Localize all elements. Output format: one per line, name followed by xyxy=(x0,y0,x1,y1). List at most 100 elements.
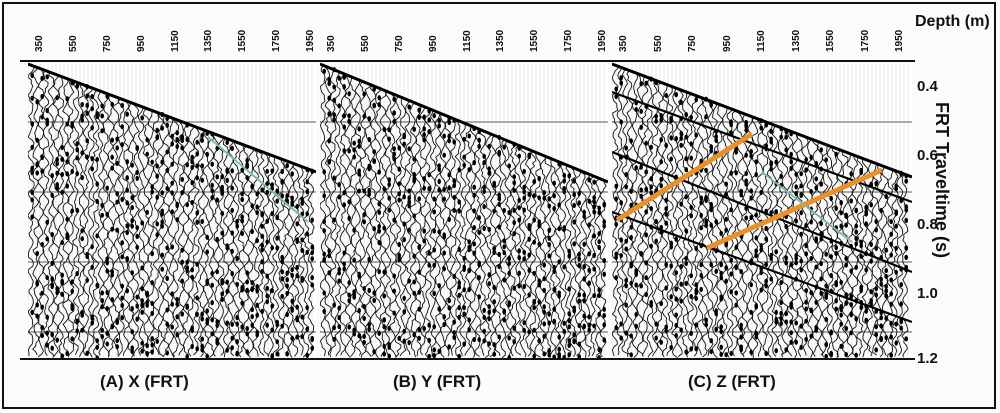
trace-peak xyxy=(372,149,376,155)
trace-peak xyxy=(290,171,295,177)
trace-peak xyxy=(300,333,305,340)
seismic-trace xyxy=(292,164,300,357)
trace-peak xyxy=(110,137,114,143)
trace-peak xyxy=(844,292,848,298)
trace-peak xyxy=(492,308,496,314)
trace-peak xyxy=(567,352,571,358)
trace-peak xyxy=(135,175,139,182)
trace-peak xyxy=(709,348,713,355)
trace-peak xyxy=(769,128,773,134)
trace-peak xyxy=(799,171,803,177)
trace-peak xyxy=(694,282,698,288)
trace-peak xyxy=(804,306,808,312)
trace-peak xyxy=(235,255,239,262)
depth-tick-750: 750 xyxy=(393,35,405,52)
trace-peak xyxy=(362,303,366,310)
trace-peak xyxy=(105,185,109,191)
trace-peak xyxy=(337,103,341,109)
trace-peak xyxy=(869,258,873,264)
trace-peak xyxy=(195,261,199,267)
trace-peak xyxy=(160,219,164,225)
trace-peak xyxy=(90,264,94,270)
depth-tick-1150: 1150 xyxy=(461,30,473,52)
trace-peak xyxy=(814,264,818,270)
highlighted-event xyxy=(705,167,884,251)
trace-peak xyxy=(357,188,361,194)
trace-peak xyxy=(874,227,878,233)
trace-peak xyxy=(472,184,476,190)
trace-peak xyxy=(839,304,843,310)
trace-peak xyxy=(754,304,758,310)
trace-peak xyxy=(669,244,673,250)
trace-peak xyxy=(507,255,511,262)
trace-peak xyxy=(40,241,44,248)
trace-peak xyxy=(644,209,648,215)
trace-peak xyxy=(547,242,551,248)
trace-peak xyxy=(130,329,134,335)
trace-peak xyxy=(819,181,823,187)
trace-peak xyxy=(864,267,868,273)
trace-peak xyxy=(487,309,491,315)
trace-peak xyxy=(567,311,571,317)
first-break xyxy=(28,62,316,174)
trace-peak xyxy=(417,269,421,275)
trace-peak xyxy=(442,250,446,256)
time-tick-0-4: 0.4 xyxy=(917,78,938,95)
trace-peak xyxy=(285,270,290,276)
trace-peak xyxy=(337,278,341,284)
trace-peak xyxy=(270,288,274,294)
seismic-trace xyxy=(117,98,125,358)
trace-peak xyxy=(477,260,481,266)
trace-peak xyxy=(602,337,606,343)
trace-peak xyxy=(322,251,326,257)
trace-peak xyxy=(889,352,893,358)
trace-peak xyxy=(95,338,99,344)
trace-peak xyxy=(290,272,295,278)
trace-peak xyxy=(300,200,305,206)
trace-peak xyxy=(577,256,581,262)
trace-peak xyxy=(310,250,315,256)
trace-peak xyxy=(50,332,54,338)
trace-peak xyxy=(115,317,119,324)
trace-peak xyxy=(452,207,456,214)
trace-peak xyxy=(85,138,89,144)
trace-peak xyxy=(639,187,643,193)
trace-peak xyxy=(377,209,381,215)
trace-peak xyxy=(597,347,601,353)
trace-peak xyxy=(155,221,159,227)
trace-peak xyxy=(794,171,798,177)
bottom-rule xyxy=(20,358,915,360)
trace-peak xyxy=(392,146,396,152)
trace-peak xyxy=(150,189,154,195)
trace-peak xyxy=(30,95,34,101)
depth-tick-1950: 1950 xyxy=(305,29,316,52)
trace-peak xyxy=(447,298,451,304)
trace-peak xyxy=(522,327,526,333)
trace-peak xyxy=(342,266,346,272)
trace-peak xyxy=(65,151,69,157)
trace-peak xyxy=(592,323,596,329)
trace-peak xyxy=(407,188,411,194)
trace-peak xyxy=(200,177,204,183)
trace-peak xyxy=(839,200,843,206)
trace-peak xyxy=(352,140,356,146)
trace-peak xyxy=(527,329,531,335)
trace-peak xyxy=(165,321,169,327)
trace-peak xyxy=(205,249,209,255)
trace-peak xyxy=(140,298,144,304)
trace-peak xyxy=(684,166,688,173)
trace-peak xyxy=(160,190,164,196)
trace-peak xyxy=(624,246,628,252)
trace-peak xyxy=(322,169,326,175)
trace-peak xyxy=(70,168,74,175)
trace-peak xyxy=(899,301,903,307)
trace-peak xyxy=(432,262,436,268)
trace-peak xyxy=(884,247,888,253)
trace-peak xyxy=(240,218,244,224)
trace-peak xyxy=(35,161,39,167)
trace-peak xyxy=(392,151,396,157)
trace-peak xyxy=(285,277,290,283)
trace-peak xyxy=(674,312,678,318)
trace-peak xyxy=(427,186,431,192)
trace-peak xyxy=(734,244,738,250)
